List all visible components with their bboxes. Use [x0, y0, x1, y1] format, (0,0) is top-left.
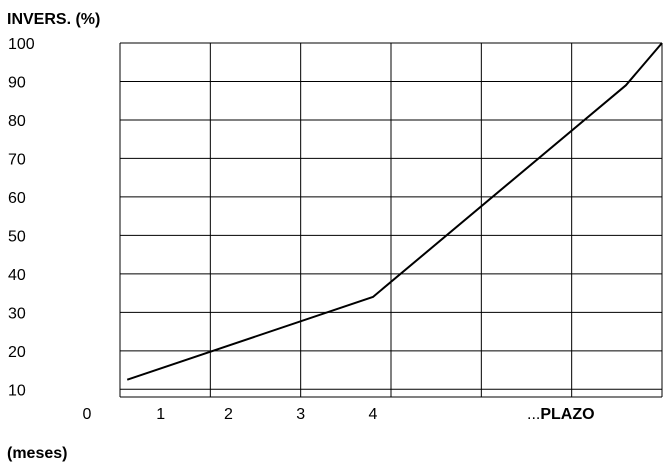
- chart-grid: [119, 42, 663, 398]
- x-tick-label: 1: [156, 406, 165, 423]
- y-tick-label: 40: [8, 267, 26, 284]
- x-tick-label: 2: [224, 406, 233, 423]
- y-tick-labels: 10 20 30 40 50 60 70 80 90 100: [8, 36, 35, 399]
- y-axis-label: INVERS. (%): [7, 11, 100, 28]
- x-tick-ellipsis: ...: [527, 406, 540, 423]
- x-tick-label: 3: [296, 406, 305, 423]
- y-tick-label: 10: [8, 382, 26, 399]
- x-axis-label: (meses): [7, 445, 67, 462]
- x-tick-label-plazo: ...PLAZO: [527, 406, 595, 423]
- y-tick-label: 90: [8, 74, 26, 91]
- y-tick-label: 50: [8, 228, 26, 245]
- origin-label: 0: [83, 406, 92, 423]
- y-tick-label: 30: [8, 305, 26, 322]
- series-group: [126, 42, 663, 381]
- y-tick-label: 60: [8, 190, 26, 207]
- series-line: [126, 42, 663, 381]
- y-tick-label: 80: [8, 113, 26, 130]
- y-tick-label: 70: [8, 151, 26, 168]
- x-tick-labels: 1 2 3 4 ...PLAZO: [156, 406, 594, 423]
- x-tick-label: 4: [368, 406, 377, 423]
- y-tick-label: 100: [8, 36, 35, 53]
- x-tick-plazo: PLAZO: [540, 406, 594, 423]
- y-tick-label: 20: [8, 344, 26, 361]
